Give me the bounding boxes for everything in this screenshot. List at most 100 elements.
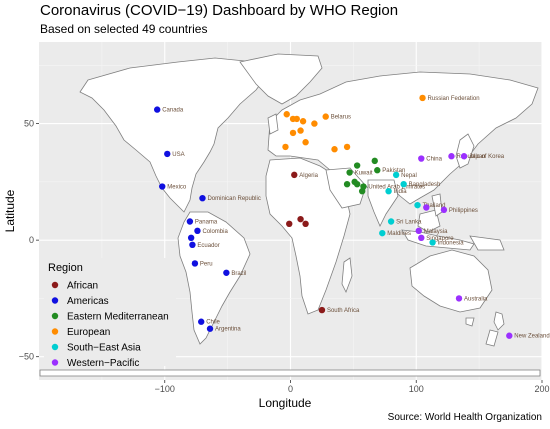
data-point-label: Algeria — [299, 173, 318, 179]
data-point-label: Kuwait — [355, 171, 373, 177]
data-point — [302, 139, 309, 146]
data-point — [198, 318, 205, 325]
data-point-label: New Zealand — [514, 334, 549, 340]
data-point — [187, 234, 195, 242]
land-borneo — [417, 209, 441, 233]
data-point — [297, 127, 304, 134]
data-point-label: Nepal — [401, 173, 417, 179]
data-point-label: Colombia — [202, 229, 228, 235]
x-tick-label: 0 — [288, 384, 293, 394]
data-points: Canada USA Mexico Dominican Republic Panama C… — [154, 94, 550, 340]
data-point — [418, 155, 425, 162]
land-tasmania — [465, 317, 475, 327]
data-point — [283, 111, 290, 118]
legend-key — [51, 312, 59, 320]
data-point — [282, 143, 289, 151]
data-point-label: Mexico — [167, 185, 187, 191]
data-point — [164, 150, 171, 158]
data-point — [448, 153, 455, 160]
chart-subtitle: Based on selected 49 countries — [40, 22, 208, 36]
data-point-label: Singapore — [426, 236, 454, 242]
land-arabia — [325, 167, 367, 209]
data-point — [360, 183, 367, 190]
data-point-label: Thailand — [423, 203, 446, 209]
x-axis-label: Longitude — [259, 396, 312, 410]
data-point — [343, 180, 351, 188]
data-point — [351, 178, 358, 186]
data-point — [415, 227, 422, 235]
y-tick-label: −50 — [19, 352, 34, 362]
legend-key — [51, 297, 59, 304]
data-point — [343, 143, 351, 151]
y-tick-label: 50 — [24, 119, 34, 129]
data-point-label: India — [394, 189, 408, 195]
legend-key — [51, 343, 59, 351]
data-point — [429, 239, 436, 246]
data-point-label: China — [426, 157, 442, 163]
x-tick-label: 200 — [534, 384, 549, 394]
data-point — [506, 332, 513, 339]
land-south-america — [177, 211, 251, 345]
chart-title: Coronavirus (COVID−19) Dashboard by WHO … — [40, 2, 399, 19]
data-point — [460, 153, 468, 160]
data-point — [371, 157, 378, 165]
land-uk — [267, 113, 279, 135]
data-point-label: Russian Federation — [428, 96, 480, 102]
data-point — [379, 229, 386, 237]
data-point — [194, 227, 201, 235]
land-new-zealand-south — [485, 329, 499, 347]
legend-key — [51, 328, 59, 335]
data-point-label: Chile — [206, 320, 220, 326]
data-point — [353, 162, 361, 169]
data-point — [297, 215, 304, 223]
data-point — [206, 325, 214, 332]
data-point — [392, 171, 400, 179]
x-tick-label: −100 — [155, 384, 175, 394]
data-point — [199, 194, 206, 202]
y-axis-label: Latitude — [3, 189, 17, 232]
data-point — [286, 220, 293, 228]
data-point — [299, 118, 307, 125]
data-point-label: Ecuador — [197, 243, 219, 249]
data-point-label: Peru — [200, 261, 213, 267]
data-point-label: Bangladesh — [409, 182, 441, 188]
data-point-label: Australia — [464, 296, 488, 302]
data-point — [191, 260, 199, 267]
data-point-label: Japan — [469, 154, 485, 160]
data-point — [418, 234, 425, 242]
data-point — [154, 106, 161, 113]
data-point-label: Malaysia — [424, 229, 448, 235]
data-point-label: Indonesia — [438, 240, 465, 246]
data-point — [423, 204, 430, 211]
legend-label: Americas — [67, 296, 109, 307]
data-point-label: South Africa — [327, 308, 360, 314]
data-point — [400, 180, 407, 188]
x-tick-label: 100 — [409, 384, 424, 394]
land-new-guinea — [469, 235, 505, 251]
data-point-label: Argentina — [215, 327, 241, 333]
data-point — [322, 113, 329, 120]
data-point — [440, 206, 448, 214]
legend-label: Western−Pacific — [67, 358, 139, 369]
land-new-zealand — [493, 311, 505, 331]
data-point-label: United Arab Emirates — [368, 185, 425, 191]
data-point — [455, 295, 463, 302]
land-antarctica — [39, 369, 541, 377]
data-point-label: Philippines — [449, 208, 478, 214]
land-japan — [455, 133, 475, 169]
data-point — [311, 120, 318, 127]
land-australia — [409, 249, 493, 313]
data-point — [186, 218, 194, 225]
land-greenland — [239, 53, 323, 105]
data-point — [374, 167, 381, 174]
land-madagascar — [341, 257, 353, 293]
legend-title: Region — [48, 262, 83, 274]
data-point — [189, 241, 196, 248]
data-point — [159, 183, 166, 190]
legend-label: South−East Asia — [67, 343, 141, 354]
data-point-label: Republic of Korea — [456, 154, 504, 160]
data-point — [331, 146, 338, 153]
data-point-label: USA — [172, 152, 184, 158]
legend-label: Eastern Mediterranean — [67, 312, 169, 323]
